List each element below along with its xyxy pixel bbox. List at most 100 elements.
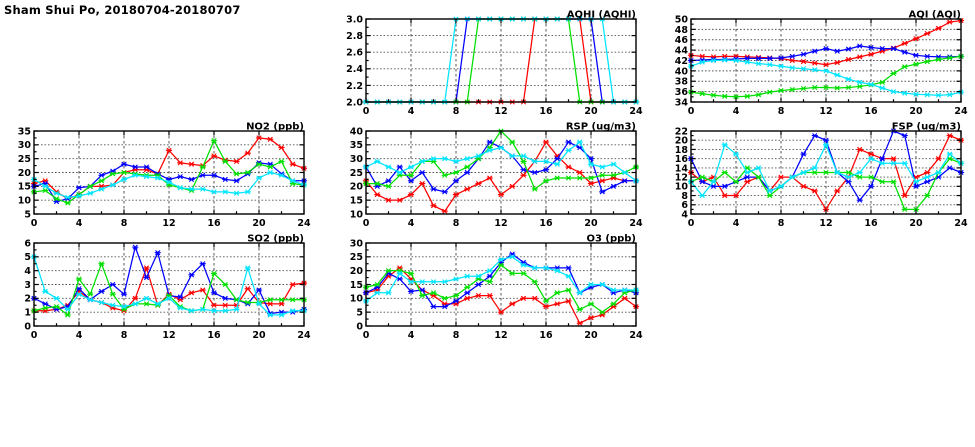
data-point-marker — [744, 179, 751, 185]
data-point-marker — [210, 308, 218, 314]
y-tick-label: 40 — [675, 66, 689, 77]
data-point-marker — [890, 71, 897, 76]
data-point-marker — [374, 192, 381, 198]
data-point-marker — [766, 62, 773, 68]
data-point-marker — [531, 295, 538, 301]
data-point-marker — [946, 156, 953, 162]
x-tick-label: 16 — [864, 218, 878, 229]
data-point-marker — [244, 286, 251, 292]
data-point-marker — [744, 59, 751, 65]
x-tick-label: 0 — [688, 106, 695, 117]
data-point-marker — [396, 270, 403, 276]
data-point-marker — [222, 308, 229, 314]
data-point-marker — [901, 206, 908, 212]
data-point-marker — [699, 174, 706, 180]
data-point-marker — [441, 208, 448, 214]
chart-panel-no2: 5 10 15 20 25 30 35 0 4 8 12 16 20 24 NO2 (ppb) — [8, 122, 311, 232]
x-tick-label: 0 — [363, 330, 370, 341]
x-tick-label: 24 — [629, 218, 643, 229]
data-point-marker — [576, 320, 583, 326]
data-point-marker — [255, 287, 263, 293]
data-point-marker — [935, 170, 942, 175]
data-point-marker — [856, 54, 863, 60]
y-tick-label: 46 — [675, 35, 689, 46]
x-tick-label: 12 — [819, 218, 832, 229]
data-point-marker — [98, 288, 105, 294]
x-tick-label: 16 — [207, 330, 221, 341]
data-point-marker — [721, 193, 728, 199]
data-point-marker — [856, 170, 863, 175]
data-point-marker — [811, 67, 818, 73]
data-point-marker — [486, 175, 493, 181]
data-point-marker — [419, 293, 426, 299]
data-point-marker — [542, 304, 550, 310]
data-point-marker — [87, 183, 94, 189]
data-point-marker — [520, 262, 527, 268]
data-point-marker — [710, 58, 717, 63]
data-point-marker — [946, 55, 953, 61]
data-point-marker — [576, 175, 583, 181]
chart-panel-so2: 0 1 2 3 4 5 6 0 4 8 12 16 20 24 SO2 (ppb) — [8, 234, 311, 344]
data-point-marker — [385, 290, 392, 296]
y-tick-label: 30 — [350, 238, 364, 249]
data-point-marker — [554, 175, 561, 181]
data-point-marker — [497, 309, 505, 315]
y-tick-label: 14 — [675, 163, 689, 174]
data-point-marker — [120, 170, 128, 175]
data-point-marker — [75, 291, 83, 297]
data-point-marker — [901, 40, 908, 46]
data-point-marker — [464, 273, 471, 279]
data-point-marker — [766, 55, 773, 61]
data-point-marker — [576, 170, 583, 175]
data-point-marker — [699, 59, 706, 65]
x-tick-label: 16 — [207, 218, 221, 229]
data-point-marker — [542, 298, 550, 304]
data-point-marker — [255, 301, 263, 307]
y-tick-label: 34 — [675, 97, 689, 108]
data-point-marker — [497, 257, 505, 263]
data-point-marker — [199, 172, 206, 178]
data-point-marker — [255, 175, 263, 181]
x-tick-label: 20 — [584, 106, 598, 117]
data-point-marker — [879, 179, 886, 185]
data-point-marker — [867, 151, 875, 157]
data-point-marker — [766, 89, 773, 95]
data-point-marker — [244, 150, 251, 156]
data-point-marker — [879, 79, 886, 85]
data-point-marker — [154, 175, 161, 181]
data-point-marker — [210, 138, 218, 144]
data-point-marker — [856, 83, 863, 89]
data-point-marker — [777, 183, 785, 189]
data-point-marker — [464, 164, 471, 170]
y-tick-label: 8 — [681, 191, 688, 202]
data-point-marker — [890, 46, 897, 52]
data-point-marker — [811, 133, 818, 139]
x-tick-label: 8 — [778, 218, 785, 229]
data-point-marker — [946, 165, 953, 171]
y-tick-label: 35 — [18, 126, 31, 137]
data-point-marker — [98, 172, 105, 178]
data-point-marker — [587, 161, 595, 167]
data-point-marker — [154, 250, 161, 256]
data-point-marker — [132, 244, 139, 250]
y-tick-label: 2.0 — [346, 97, 363, 108]
panel-title-aqi: AQI (AQI) — [908, 10, 961, 21]
data-point-marker — [610, 161, 617, 167]
data-point-marker — [901, 193, 908, 199]
series-line-day2 — [690, 130, 962, 201]
data-series-group — [362, 251, 640, 326]
data-point-marker — [222, 295, 229, 301]
data-point-marker — [946, 19, 953, 25]
data-point-marker — [222, 189, 229, 195]
data-point-marker — [210, 153, 218, 159]
y-tick-label: 0 — [24, 321, 31, 332]
x-tick-label: 20 — [584, 330, 598, 341]
x-tick-label: 12 — [162, 330, 175, 341]
x-tick-label: 16 — [539, 330, 553, 341]
data-point-marker — [732, 94, 740, 100]
data-point-marker — [912, 36, 920, 42]
data-point-marker — [811, 188, 818, 194]
data-point-marker — [599, 178, 606, 184]
data-point-marker — [278, 172, 285, 178]
data-point-marker — [87, 297, 94, 303]
